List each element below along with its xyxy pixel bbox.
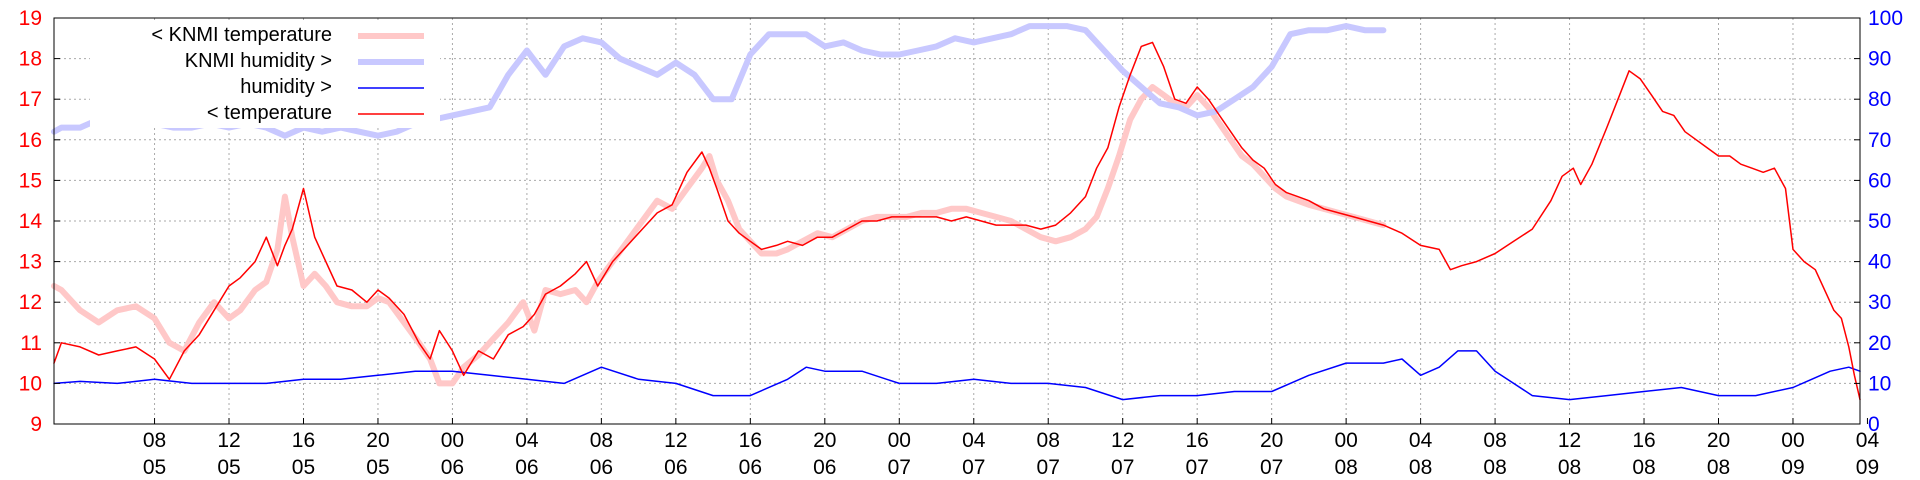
y-left-tick-label: 9 [30, 413, 42, 436]
y-left-tick-label: 15 [19, 169, 42, 192]
x-tick-day-label: 08 [1483, 456, 1506, 479]
x-tick-hour-label: 20 [1707, 429, 1730, 452]
legend-label: < temperature [207, 102, 332, 124]
right-axis-ticks: 0 10 20 30 40 50 60 70 80 90 100 [1854, 7, 1903, 436]
x-tick-hour-label: 12 [1111, 429, 1134, 452]
x-tick-day-label: 08 [1334, 456, 1357, 479]
legend-label: KNMI humidity > [185, 50, 332, 72]
x-tick-hour-label: 12 [1558, 429, 1581, 452]
y-left-tick-label: 11 [20, 332, 42, 355]
x-tick-day-label: 07 [962, 456, 985, 479]
series-line [51, 84, 1387, 387]
y-left-tick-label: 17 [19, 88, 42, 111]
x-tick-day-label: 07 [1037, 456, 1060, 479]
x-tick-day-label: 08 [1409, 456, 1432, 479]
x-tick-day-label: 07 [1111, 456, 1134, 479]
x-tick-hour-label: 04 [962, 429, 986, 452]
x-tick-day-label: 09 [1781, 456, 1804, 479]
x-tick-hour-label: 08 [1037, 429, 1060, 452]
x-tick-day-label: 06 [813, 456, 836, 479]
series-line [53, 350, 1861, 401]
y-left-tick-label: 14 [19, 210, 43, 233]
x-tick-hour-label: 00 [1334, 429, 1357, 452]
x-tick-day-label: 06 [590, 456, 613, 479]
x-tick-hour-label: 12 [217, 429, 240, 452]
x-tick-hour-label: 08 [143, 429, 166, 452]
x-tick-hour-label: 00 [441, 429, 464, 452]
y-right-tick-label: 0 [1868, 413, 1880, 436]
legend: < KNMI temperature KNMI humidity > humidit… [90, 20, 440, 128]
y-left-tick-label: 12 [19, 291, 42, 314]
x-tick-hour-label: 16 [292, 429, 315, 452]
x-tick-hour-label: 20 [1260, 429, 1283, 452]
y-left-tick-label: 16 [19, 129, 42, 152]
left-axis-ticks: 9 10 11 12 13 14 15 16 17 18 19 [19, 7, 60, 436]
x-tick-day-label: 05 [217, 456, 240, 479]
x-tick-hour-label: 04 [1409, 429, 1433, 452]
x-axis-ticks: 08 05 12 05 16 05 20 05 00 06 04 06 08 06 12 06 16 06 20 06… [143, 418, 1880, 479]
y-right-tick-label: 40 [1868, 251, 1891, 274]
x-tick-day-label: 07 [888, 456, 911, 479]
x-tick-hour-label: 04 [1856, 429, 1880, 452]
y-right-tick-label: 30 [1868, 291, 1891, 314]
x-tick-day-label: 06 [739, 456, 762, 479]
x-tick-day-label: 07 [1260, 456, 1283, 479]
x-tick-day-label: 08 [1632, 456, 1655, 479]
y-right-tick-label: 70 [1868, 129, 1891, 152]
x-tick-day-label: 06 [515, 456, 538, 479]
series-line [53, 41, 1861, 401]
y-right-tick-label: 20 [1868, 332, 1891, 355]
y-right-tick-label: 100 [1868, 7, 1903, 30]
x-tick-day-label: 06 [664, 456, 687, 479]
y-left-tick-label: 19 [19, 7, 42, 30]
x-tick-hour-label: 16 [1185, 429, 1208, 452]
x-tick-day-label: 08 [1707, 456, 1730, 479]
x-tick-day-label: 05 [366, 456, 389, 479]
y-left-tick-label: 10 [19, 372, 42, 395]
x-tick-hour-label: 12 [664, 429, 687, 452]
x-tick-hour-label: 00 [1781, 429, 1804, 452]
y-right-tick-label: 10 [1868, 372, 1891, 395]
legend-label: < KNMI temperature [151, 24, 332, 46]
x-tick-day-label: 07 [1185, 456, 1208, 479]
x-tick-hour-label: 08 [1483, 429, 1506, 452]
x-tick-day-label: 05 [292, 456, 315, 479]
x-tick-hour-label: 16 [739, 429, 762, 452]
x-tick-hour-label: 20 [813, 429, 836, 452]
x-tick-hour-label: 20 [366, 429, 389, 452]
y-right-tick-label: 60 [1868, 169, 1891, 192]
x-tick-day-label: 06 [441, 456, 464, 479]
y-right-tick-label: 50 [1868, 210, 1891, 233]
y-right-tick-label: 90 [1868, 48, 1891, 71]
x-tick-hour-label: 08 [590, 429, 613, 452]
y-left-tick-label: 13 [19, 251, 42, 274]
legend-label: humidity > [240, 76, 332, 98]
x-tick-day-label: 08 [1558, 456, 1581, 479]
x-tick-hour-label: 00 [888, 429, 911, 452]
y-right-tick-label: 80 [1868, 88, 1891, 111]
x-tick-day-label: 09 [1856, 456, 1879, 479]
x-tick-day-label: 05 [143, 456, 166, 479]
y-left-tick-label: 18 [19, 48, 42, 71]
x-tick-hour-label: 16 [1632, 429, 1655, 452]
x-tick-hour-label: 04 [515, 429, 539, 452]
